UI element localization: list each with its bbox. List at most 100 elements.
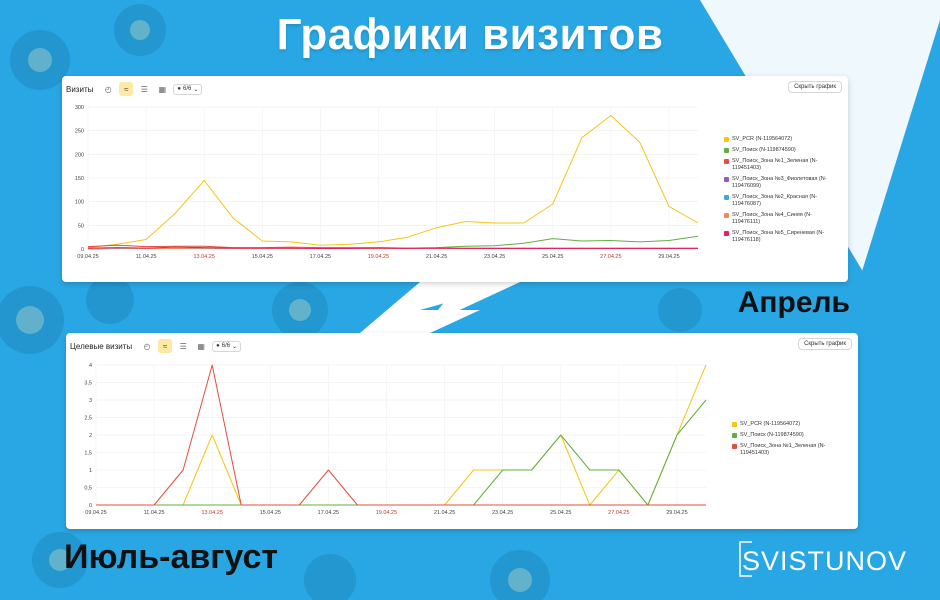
legend-checkbox-icon[interactable] <box>724 213 729 218</box>
x-tick-label: 13.04.25 <box>201 510 222 516</box>
chart-title: Целевые визиты <box>70 341 133 351</box>
y-tick-label: 4 <box>89 363 92 369</box>
chart-legend: SV_PCR (N-119564072) SV_Поиск (N-11987459… <box>724 136 832 248</box>
legend-checkbox-icon[interactable] <box>732 433 737 438</box>
x-tick-label: 17.04.25 <box>318 510 339 516</box>
chevron-down-icon: ⌄ <box>193 86 199 93</box>
x-tick-label: 17.04.25 <box>310 254 331 260</box>
line-chart-icon[interactable]: ≈ <box>158 339 173 353</box>
visits-line-chart: 0 50 100 150 200 250 300 09.04.25 11.04.25 13.04.… <box>75 105 699 260</box>
target-visits-chart-card: Целевые визиты ◴ ≈ ☰ ▦ ● 6/6 ⌄ Скрыть гр… <box>66 333 858 529</box>
clock-icon[interactable]: ◴ <box>143 341 151 351</box>
x-tick-label: 09.04.25 <box>85 510 106 516</box>
stacked-list-icon[interactable]: ☰ <box>179 341 187 351</box>
x-tick-label: 11.04.25 <box>144 510 165 516</box>
y-tick-label: 150 <box>75 176 84 182</box>
chevron-down-icon: ⌄ <box>232 343 238 350</box>
x-tick-label: 19.04.25 <box>376 510 397 516</box>
caption-april: Апрель <box>737 286 850 319</box>
legend-label: SV_PCR (N-119564072) <box>740 421 801 427</box>
x-tick-label: 13.04.25 <box>193 254 214 260</box>
chart-toolbar: Целевые визиты ◴ ≈ ☰ ▦ ● 6/6 ⌄ <box>70 338 242 354</box>
legend-item[interactable]: SV_Поиск_Зона №1_Зеленая (N-119451403) <box>724 158 832 172</box>
x-tick-label: 23.04.25 <box>484 254 505 260</box>
legend-checkbox-icon[interactable] <box>724 231 729 236</box>
x-tick-label: 21.04.25 <box>426 254 447 260</box>
x-tick-label: 25.04.25 <box>550 510 571 516</box>
legend-item[interactable]: SV_Поиск (N-119874590) <box>724 147 832 154</box>
series-selector-value: 6/6 <box>182 86 192 92</box>
legend-label: SV_Поиск_Зона №2_Красная (N-119476087) <box>732 194 818 207</box>
target-visits-line-chart: 0 0,5 1 1,5 2 2,5 3 3,5 4 09.04.25 11.04.25 13.04.2… <box>84 363 707 516</box>
series-selector[interactable]: ● 6/6 ⌄ <box>173 83 203 95</box>
legend-label: SV_Поиск (N-119874590) <box>732 147 796 153</box>
table-icon[interactable]: ▦ <box>158 84 167 94</box>
y-tick-label: 250 <box>75 129 84 135</box>
x-tick-label: 15.04.25 <box>252 254 273 260</box>
legend-item[interactable]: SV_Поиск_Зона №1_Зеленая (N-119451403) <box>732 443 840 457</box>
table-icon[interactable]: ▦ <box>197 341 205 351</box>
logo-text: SVISTUNOV <box>742 546 908 576</box>
legend-label: SV_PCR (N-119564072) <box>732 136 793 142</box>
y-tick-label: 100 <box>75 200 84 206</box>
y-tick-label: 200 <box>75 152 84 158</box>
legend-label: SV_Поиск_Зона №3_Фиолетовая (N-119476099… <box>732 176 827 189</box>
legend-checkbox-icon[interactable] <box>732 422 737 427</box>
y-tick-label: 300 <box>75 105 84 111</box>
clock-icon[interactable]: ◴ <box>104 84 112 94</box>
legend-label: SV_Поиск_Зона №4_Синяя (N-119476111) <box>732 212 812 225</box>
legend-item[interactable]: SV_PCR (N-119564072) <box>724 136 832 143</box>
legend-label: SV_Поиск_Зона №5_Сиреневая (N-119476118) <box>732 230 825 243</box>
chart-toolbar: Визиты ◴ ≈ ☰ ▦ ● 6/6 ⌄ <box>66 81 203 97</box>
page-headline: Графики визитов <box>276 10 664 59</box>
x-tick-label: 11.04.25 <box>136 254 157 260</box>
y-tick-label: 50 <box>78 223 84 229</box>
y-tick-label: 3 <box>89 398 92 404</box>
stacked-list-icon[interactable]: ☰ <box>140 84 148 94</box>
legend-checkbox-icon[interactable] <box>724 195 729 200</box>
x-tick-label: 25.04.25 <box>542 254 563 260</box>
legend-item[interactable]: SV_Поиск_Зона №4_Синяя (N-119476111) <box>724 212 832 226</box>
series-line[interactable] <box>96 364 706 506</box>
legend-label: SV_Поиск_Зона №1_Зеленая (N-119451403) <box>740 443 826 456</box>
logo-frame-icon <box>739 541 752 577</box>
y-tick-label: 0 <box>89 503 92 509</box>
x-tick-label: 19.04.25 <box>368 254 389 260</box>
chat-icon: ● <box>216 343 220 349</box>
y-tick-label: 2 <box>89 433 92 439</box>
legend-checkbox-icon[interactable] <box>724 137 729 142</box>
legend-checkbox-icon[interactable] <box>732 444 737 449</box>
x-tick-label: 27.04.25 <box>608 510 629 516</box>
legend-checkbox-icon[interactable] <box>724 148 729 153</box>
brand-logo: SVISTUNOV <box>738 540 906 578</box>
x-tick-label: 27.04.25 <box>600 254 621 260</box>
legend-checkbox-icon[interactable] <box>724 177 729 182</box>
series-line[interactable] <box>87 115 699 249</box>
series-line[interactable] <box>87 246 698 249</box>
x-tick-label: 21.04.25 <box>434 510 455 516</box>
series-selector-value: 6/6 <box>221 343 231 349</box>
series-selector[interactable]: ● 6/6 ⌄ <box>212 340 242 352</box>
y-tick-label: 1,5 <box>84 451 92 457</box>
visits-chart-card: Визиты ◴ ≈ ☰ ▦ ● 6/6 ⌄ Скрыть график 0 50… <box>62 76 848 282</box>
x-tick-label: 23.04.25 <box>492 510 513 516</box>
y-tick-label: 0 <box>81 247 84 253</box>
hide-chart-button[interactable]: Скрыть график <box>788 81 842 93</box>
x-tick-label: 09.04.25 <box>77 254 98 260</box>
chat-icon: ● <box>177 86 181 92</box>
legend-item[interactable]: SV_Поиск (N-119874590) <box>732 432 840 439</box>
chart-title: Визиты <box>66 84 94 94</box>
legend-checkbox-icon[interactable] <box>724 159 729 164</box>
y-tick-label: 0,5 <box>84 486 92 492</box>
x-tick-label: 15.04.25 <box>260 510 281 516</box>
legend-item[interactable]: SV_PCR (N-119564072) <box>732 421 840 428</box>
line-chart-icon[interactable]: ≈ <box>119 82 134 96</box>
legend-item[interactable]: SV_Поиск_Зона №5_Сиреневая (N-119476118) <box>724 230 832 244</box>
hide-chart-button[interactable]: Скрыть график <box>798 338 852 350</box>
x-tick-label: 29.04.25 <box>666 510 687 516</box>
legend-item[interactable]: SV_Поиск_Зона №2_Красная (N-119476087) <box>724 194 832 208</box>
legend-item[interactable]: SV_Поиск_Зона №3_Фиолетовая (N-119476099… <box>724 176 832 190</box>
x-tick-label: 29.04.25 <box>658 254 679 260</box>
chart-legend: SV_PCR (N-119564072) SV_Поиск (N-11987459… <box>732 421 840 461</box>
legend-label: SV_Поиск (N-119874590) <box>740 432 804 438</box>
